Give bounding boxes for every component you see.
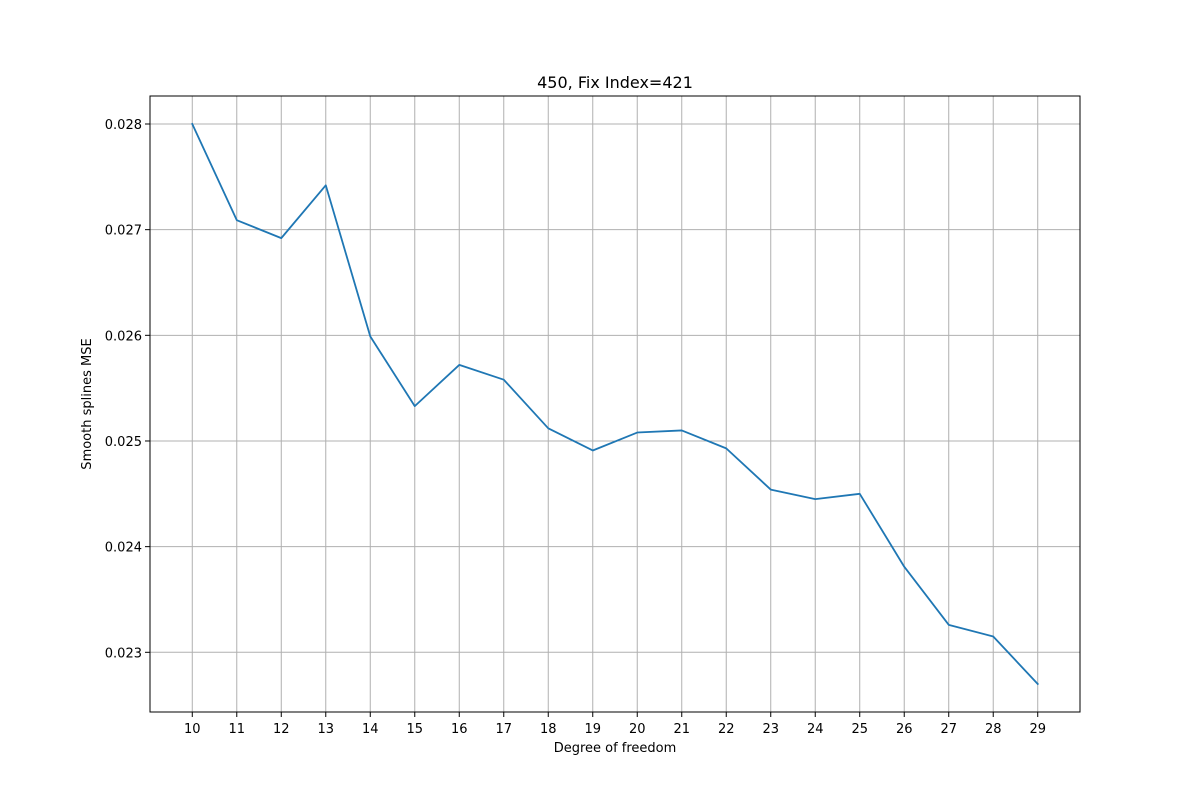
y-tick-label: 0.028 bbox=[105, 118, 142, 133]
x-tick-label: 17 bbox=[495, 722, 512, 737]
y-tick-label: 0.027 bbox=[105, 224, 142, 239]
x-tick-label: 12 bbox=[273, 722, 290, 737]
x-tick-label: 22 bbox=[718, 722, 735, 737]
chart-title: 450, Fix Index=421 bbox=[537, 73, 693, 92]
x-tick-label: 10 bbox=[184, 722, 201, 737]
y-tick-label: 0.025 bbox=[105, 435, 142, 450]
x-tick-label: 20 bbox=[629, 722, 646, 737]
x-tick-label: 28 bbox=[985, 722, 1002, 737]
x-axis: 10 11 12 13 14 15 16 17 18 19 20 21 22 23 24 25 26 27 28 29 bbox=[184, 712, 1046, 737]
x-tick-label: 21 bbox=[673, 722, 690, 737]
x-tick-label: 24 bbox=[807, 722, 824, 737]
x-tick-label: 25 bbox=[851, 722, 868, 737]
series-layer bbox=[191, 122, 1040, 686]
x-tick-label: 16 bbox=[451, 722, 468, 737]
x-tick-label: 11 bbox=[228, 722, 245, 737]
y-tick-label: 0.026 bbox=[105, 329, 142, 344]
x-tick-label: 19 bbox=[584, 722, 601, 737]
x-tick-label: 26 bbox=[896, 722, 913, 737]
x-tick-label: 18 bbox=[540, 722, 557, 737]
y-axis-label: Smooth splines MSE bbox=[80, 338, 95, 469]
x-tick-label: 29 bbox=[1029, 722, 1046, 737]
grid bbox=[150, 96, 1080, 712]
x-tick-label: 27 bbox=[940, 722, 957, 737]
x-tick-label: 15 bbox=[406, 722, 423, 737]
plot-frame bbox=[149, 95, 1081, 713]
x-tick-label: 14 bbox=[362, 722, 379, 737]
series-line bbox=[191, 122, 1040, 686]
x-tick-label: 23 bbox=[762, 722, 779, 737]
x-axis-label: Degree of freedom bbox=[554, 741, 677, 756]
y-tick-label: 0.023 bbox=[105, 646, 142, 661]
x-tick-label: 13 bbox=[317, 722, 334, 737]
y-axis: 0.023 0.024 0.025 0.026 0.027 0.028 bbox=[105, 118, 150, 661]
y-tick-label: 0.024 bbox=[105, 541, 142, 556]
